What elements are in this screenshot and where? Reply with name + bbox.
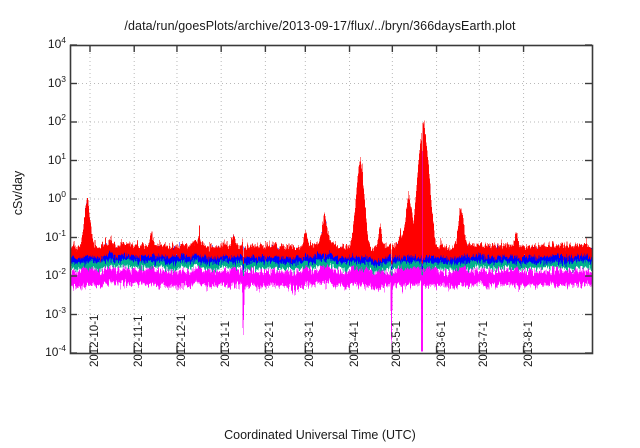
x-tick-label: 2013-2-1 — [264, 320, 277, 367]
y-tick-label: 10-4 — [45, 343, 66, 359]
x-tick-label: 2013-5-1 — [391, 320, 404, 367]
axis-ticks — [70, 44, 592, 354]
y-tick-label: 10-3 — [45, 304, 66, 321]
y-tick-label: 10-1 — [45, 227, 66, 244]
x-tick-label: 2013-1-1 — [220, 320, 233, 367]
x-tick-label: 2012-10-1 — [88, 314, 101, 367]
x-tick-label: 2012-12-1 — [175, 314, 188, 367]
y-axis-tick-labels: 104 103 102 101 100 10-1 10-2 10-3 10-4 — [20, 0, 66, 448]
x-tick-label: 2013-8-1 — [522, 320, 535, 367]
y-tick-label: 102 — [47, 112, 66, 128]
y-tick-label: 103 — [47, 73, 66, 90]
y-tick-label: 100 — [47, 189, 66, 205]
y-tick-label: 10-2 — [45, 266, 66, 282]
x-tick-label: 2013-6-1 — [435, 320, 448, 367]
x-axis-label: Coordinated Universal Time (UTC) — [224, 428, 416, 442]
x-tick-label: 2013-4-1 — [348, 320, 361, 367]
x-tick-label: 2013-3-1 — [304, 320, 317, 367]
x-tick-label: 2012-11-1 — [133, 315, 146, 367]
x-tick-label: 2013-7-1 — [478, 320, 491, 367]
y-tick-label: 104 — [47, 35, 66, 51]
y-tick-label: 101 — [47, 150, 66, 167]
chart-title: /data/run/goesPlots/archive/2013-09-17/f… — [124, 19, 516, 33]
